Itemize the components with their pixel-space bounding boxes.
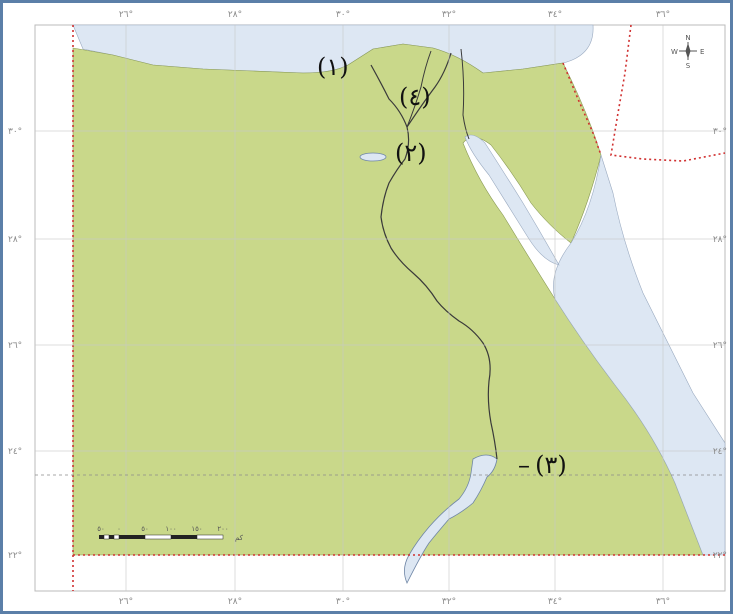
bottom-tick-30: ٣٠° xyxy=(336,597,350,607)
right-tick-28: ٢٨° xyxy=(713,235,727,245)
left-tick-28: ٢٨° xyxy=(8,235,22,245)
nile-delta-east xyxy=(406,52,452,128)
egypt-map: ٢٦° ٢٨° ٣٠° ٣٢° ٣٤° ٣٦° ٢٦° ٢٨° ٣٠° ٣٢° … xyxy=(8,10,727,607)
nile-river xyxy=(370,64,498,460)
scale-num-2: ٥٠ xyxy=(141,525,149,533)
bottom-tick-32: ٣٢° xyxy=(442,597,456,607)
label-two: (٢) xyxy=(395,139,427,167)
compass-west: W xyxy=(671,48,678,56)
gulf-of-suez xyxy=(464,134,560,266)
nile-delta-mid xyxy=(406,50,432,128)
compass-east: E xyxy=(700,48,704,56)
top-tick-34: ٣٤° xyxy=(548,10,562,20)
scale-num-0: ٥٠ xyxy=(97,525,105,533)
bottom-tick-36: ٣٦° xyxy=(656,597,670,607)
label-three-group: – (٣) xyxy=(518,453,567,477)
right-tick-30: ٣٠° xyxy=(713,127,727,137)
label-four: (٤) xyxy=(399,83,431,111)
compass-north: N xyxy=(685,34,690,42)
compass-south: S xyxy=(686,62,691,70)
top-tick-32: ٣٢° xyxy=(442,10,456,20)
label-three-dash: – xyxy=(518,451,530,479)
left-tick-24: ٢٤° xyxy=(8,447,22,457)
graticule xyxy=(35,25,725,591)
scale-num-4: ١٥٠ xyxy=(191,525,202,533)
scale-bar: ٥٠ ٠ ٥٠ ١٠٠ ١٥٠ ٢٠٠ كم xyxy=(97,525,243,542)
northeast-border xyxy=(610,24,726,162)
label-one: (١) xyxy=(317,53,349,81)
lake-nasser xyxy=(404,454,498,584)
top-tick-30: ٣٠° xyxy=(336,10,350,20)
suez-canal xyxy=(460,48,470,140)
left-tick-22: ٢٢° xyxy=(8,551,22,561)
right-tick-26: ٢٦° xyxy=(713,341,727,351)
scale-unit: كم xyxy=(235,534,244,542)
right-tick-24: ٢٤° xyxy=(713,447,727,457)
label-three: (٣) xyxy=(535,451,567,479)
top-tick-28: ٢٨° xyxy=(228,10,242,20)
lake-qarun xyxy=(359,152,387,162)
right-tick-22: ٢٢° xyxy=(713,551,727,561)
left-tick-26: ٢٦° xyxy=(8,341,22,351)
red-sea xyxy=(553,154,726,556)
bottom-tick-26: ٢٦° xyxy=(119,597,133,607)
bottom-tick-28: ٢٨° xyxy=(228,597,242,607)
top-tick-36: ٣٦° xyxy=(656,10,670,20)
scale-num-3: ١٠٠ xyxy=(165,525,176,533)
compass-rose-icon: N S E W xyxy=(671,34,704,70)
scale-num-5: ٢٠٠ xyxy=(217,525,228,533)
scale-num-1: ٠ xyxy=(117,525,121,533)
top-tick-26: ٢٦° xyxy=(119,10,133,20)
left-tick-30: ٣٠° xyxy=(8,127,22,137)
bottom-tick-34: ٣٤° xyxy=(548,597,562,607)
